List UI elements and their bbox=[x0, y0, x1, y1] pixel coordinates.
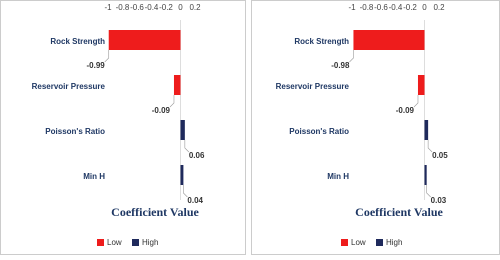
legend-swatch bbox=[376, 239, 383, 246]
leader-line bbox=[426, 185, 431, 198]
leader-line bbox=[104, 50, 110, 63]
value-label: 0.03 bbox=[431, 196, 447, 205]
value-label: 0.05 bbox=[432, 151, 448, 160]
legend-label: High bbox=[142, 238, 158, 247]
category-label: Rock Strength bbox=[294, 37, 349, 46]
legend-label: High bbox=[386, 238, 402, 247]
x-tick-label: 0.2 bbox=[433, 3, 445, 12]
category-label: Rock Strength bbox=[50, 37, 105, 46]
x-tick-label: 0 bbox=[178, 3, 183, 12]
legend-swatch bbox=[341, 239, 348, 246]
leader-line bbox=[184, 140, 190, 153]
x-tick-label: -1 bbox=[348, 3, 356, 12]
category-label: Min H bbox=[327, 172, 349, 181]
bar bbox=[353, 30, 425, 50]
legend-label: Low bbox=[107, 238, 122, 247]
category-label: Min H bbox=[83, 172, 105, 181]
x-tick-label: -0.4 bbox=[389, 3, 403, 12]
value-label: 0.04 bbox=[187, 196, 203, 205]
leader-line bbox=[427, 140, 433, 153]
value-label: -0.09 bbox=[396, 106, 415, 115]
x-tick-label: -1 bbox=[104, 3, 112, 12]
bar bbox=[180, 120, 185, 140]
category-label: Poisson's Ratio bbox=[289, 127, 349, 136]
leader-line bbox=[413, 95, 419, 108]
value-label: -0.98 bbox=[331, 61, 350, 70]
x-tick-label: 0 bbox=[422, 3, 427, 12]
bar bbox=[424, 165, 427, 185]
chart-title: Coefficient Value bbox=[111, 205, 199, 219]
value-label: 0.06 bbox=[189, 151, 205, 160]
x-tick-label: -0.8 bbox=[360, 3, 374, 12]
x-tick-label: -0.6 bbox=[130, 3, 144, 12]
value-label: -0.09 bbox=[152, 106, 171, 115]
bar bbox=[417, 75, 425, 95]
leader-line bbox=[183, 185, 188, 198]
x-tick-label: -0.4 bbox=[145, 3, 159, 12]
category-label: Poisson's Ratio bbox=[45, 127, 105, 136]
legend-swatch bbox=[97, 239, 104, 246]
bar bbox=[424, 120, 429, 140]
bar bbox=[108, 30, 181, 50]
value-label: -0.99 bbox=[86, 61, 105, 70]
legend-swatch bbox=[132, 239, 139, 246]
legend-label: Low bbox=[351, 238, 366, 247]
bar bbox=[173, 75, 181, 95]
leader-line bbox=[169, 95, 175, 108]
x-tick-label: -0.8 bbox=[116, 3, 130, 12]
x-tick-label: 0.2 bbox=[189, 3, 201, 12]
category-label: Reservoir Pressure bbox=[276, 82, 350, 91]
bar bbox=[180, 165, 184, 185]
x-tick-label: -0.2 bbox=[159, 3, 173, 12]
leader-line bbox=[349, 50, 354, 63]
x-tick-label: -0.2 bbox=[403, 3, 417, 12]
chart-title: Coefficient Value bbox=[355, 205, 443, 219]
x-tick-label: -0.6 bbox=[374, 3, 388, 12]
category-label: Reservoir Pressure bbox=[32, 82, 106, 91]
